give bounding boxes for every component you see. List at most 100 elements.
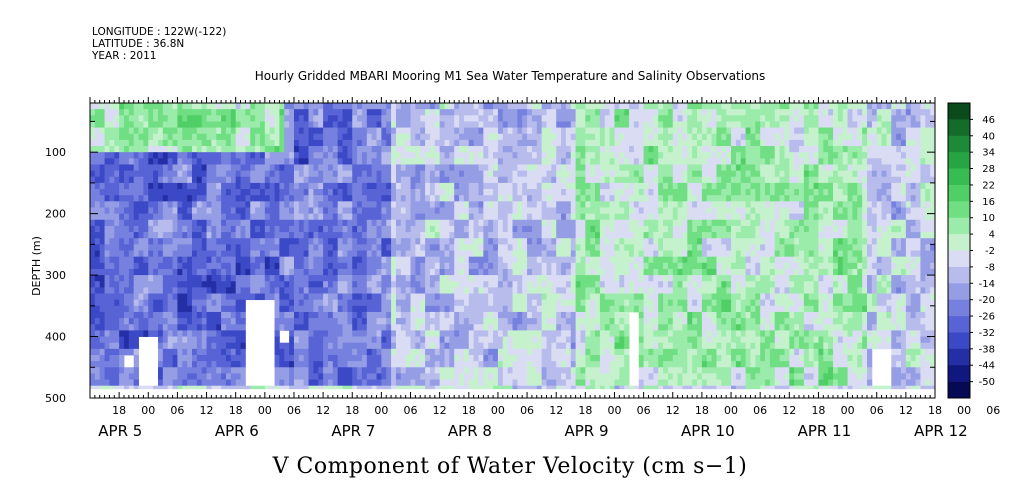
heatmap-cell	[104, 127, 110, 135]
heatmap-cell	[395, 152, 402, 159]
heatmap-cell	[570, 121, 577, 128]
heatmap-cell	[90, 164, 96, 172]
heatmap-cell	[551, 379, 557, 387]
heatmap-cell	[332, 139, 339, 147]
heatmap-cell	[123, 189, 130, 196]
heatmap-cell	[536, 275, 543, 282]
heatmap-cell	[279, 133, 285, 141]
heatmap-cell	[182, 336, 188, 344]
heatmap-cell	[293, 146, 300, 153]
heatmap-cell	[386, 268, 392, 276]
heatmap-cell	[211, 158, 217, 165]
heatmap-cell	[298, 250, 305, 258]
heatmap-cell	[371, 318, 377, 325]
heatmap-cell	[395, 109, 402, 116]
heatmap-cell	[104, 109, 110, 116]
heatmap-cell	[386, 219, 392, 227]
heatmap-cell	[376, 311, 382, 319]
heatmap-cell	[420, 330, 426, 337]
heatmap-cell	[556, 232, 562, 239]
heatmap-cell	[298, 336, 305, 344]
heatmap-cell	[478, 324, 484, 331]
heatmap-cell	[221, 256, 227, 264]
heatmap-cell	[298, 367, 305, 374]
heatmap-cell	[410, 115, 416, 122]
heatmap-cell	[133, 182, 139, 190]
heatmap-cell	[240, 109, 246, 116]
heatmap-cell	[488, 176, 494, 184]
heatmap-cell	[488, 373, 494, 380]
heatmap-cell	[99, 139, 105, 147]
heatmap-cell	[303, 146, 309, 153]
heatmap-cell	[536, 299, 543, 307]
heatmap-cell	[541, 139, 547, 147]
heatmap-cell	[449, 133, 455, 141]
heatmap-cell	[123, 324, 130, 331]
heatmap-cell	[410, 152, 416, 159]
heatmap-cell	[94, 146, 101, 153]
heatmap-cell	[405, 146, 411, 153]
heatmap-cell	[361, 219, 368, 227]
heatmap-cell	[580, 336, 586, 344]
heatmap-cell	[327, 268, 334, 276]
heatmap-cell	[157, 342, 164, 350]
heatmap-cell	[94, 195, 101, 202]
heatmap-cell	[201, 164, 207, 172]
heatmap-cell	[454, 109, 460, 116]
heatmap-cell	[561, 367, 567, 374]
heatmap-cell	[463, 318, 470, 325]
heatmap-cell	[434, 281, 441, 288]
heatmap-cell	[415, 367, 421, 374]
heatmap-cell	[400, 361, 407, 368]
heatmap-cell	[289, 207, 295, 215]
heatmap-cell	[483, 152, 489, 159]
heatmap-cell	[444, 207, 450, 215]
heatmap-cell	[323, 348, 329, 356]
heatmap-cell	[449, 158, 455, 165]
heatmap-cell	[536, 158, 543, 165]
heatmap-cell	[230, 348, 237, 356]
heatmap-cell	[298, 348, 305, 356]
heatmap-cell	[123, 250, 130, 258]
heatmap-cell	[434, 330, 441, 337]
heatmap-cell	[439, 103, 445, 110]
heatmap-cell	[143, 213, 149, 221]
heatmap-cell	[94, 342, 101, 350]
heatmap-cell	[444, 354, 450, 362]
heatmap-cell	[439, 311, 445, 319]
heatmap-cell	[604, 361, 611, 368]
heatmap-cell	[536, 250, 543, 258]
heatmap-cell	[119, 182, 125, 190]
heatmap-cell	[289, 342, 295, 350]
heatmap-cell	[216, 379, 222, 387]
heatmap-cell	[327, 336, 334, 344]
heatmap-cell	[395, 232, 402, 239]
heatmap-cell	[561, 348, 567, 356]
heatmap-cell	[522, 287, 528, 294]
heatmap-cell	[541, 318, 547, 325]
heatmap-cell	[289, 262, 295, 270]
heatmap-cell	[366, 324, 373, 331]
heatmap-cell	[556, 225, 562, 233]
heatmap-cell	[109, 299, 115, 307]
heatmap-cell	[405, 318, 411, 325]
heatmap-cell	[201, 348, 207, 356]
heatmap-cell	[201, 139, 207, 147]
heatmap-cell	[473, 219, 479, 227]
heatmap-cell	[381, 373, 387, 380]
heatmap-cell	[279, 299, 285, 307]
heatmap-cell	[415, 121, 421, 128]
heatmap-cell	[289, 244, 295, 251]
heatmap-cell	[187, 146, 193, 153]
heatmap-cell	[429, 232, 436, 239]
heatmap-cell	[595, 373, 601, 380]
heatmap-cell	[395, 330, 402, 337]
heatmap-cell	[337, 152, 343, 159]
heatmap-cell	[395, 262, 402, 270]
heatmap-cell	[211, 268, 217, 276]
heatmap-cell	[536, 238, 543, 245]
heatmap-cell	[293, 250, 300, 258]
heatmap-cell	[323, 299, 329, 307]
heatmap-cell	[303, 176, 309, 184]
heatmap-cell	[386, 164, 392, 172]
